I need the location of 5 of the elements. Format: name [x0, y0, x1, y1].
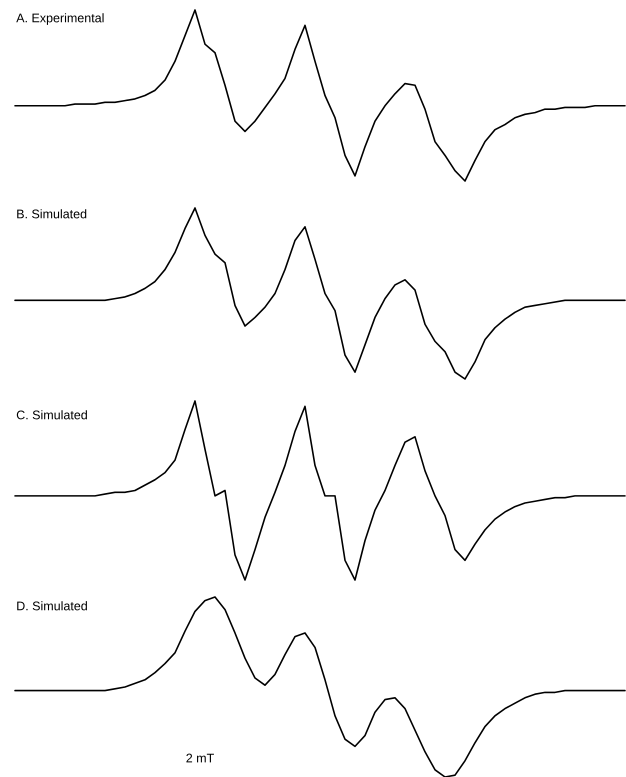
chart-title: B. Simulated	[17, 209, 86, 218]
text: C. Simulated	[16, 410, 87, 420]
annotation: 2 mT	[186, 754, 214, 762]
chart-title: D. Simulated	[17, 601, 87, 610]
chart-title: A. Experimental	[16, 13, 104, 25]
